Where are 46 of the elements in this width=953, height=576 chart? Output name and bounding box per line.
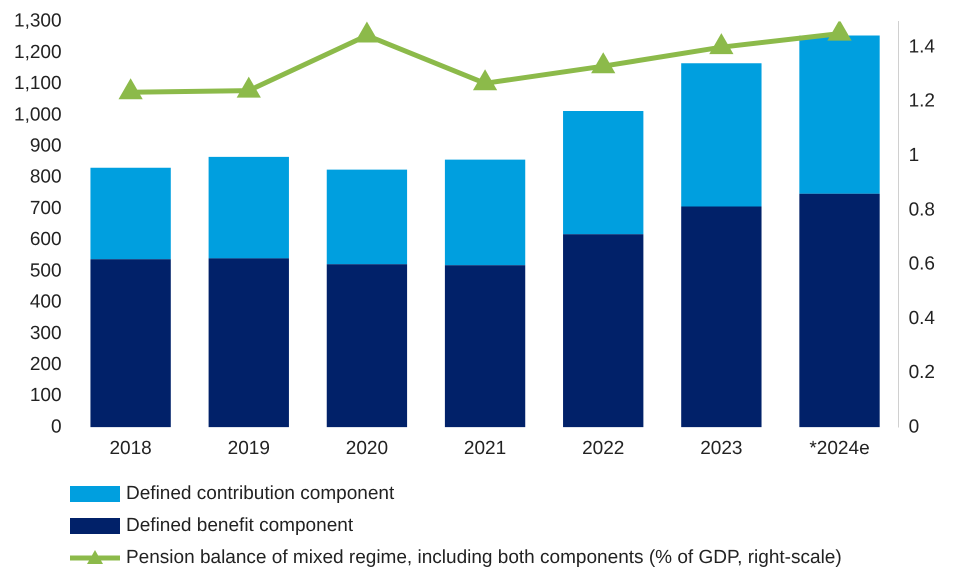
y-tick-label: 800	[30, 166, 62, 188]
y-tick-label: 100	[30, 385, 62, 406]
y2-tick-label: 1.4	[908, 36, 936, 58]
legend-label: Pension balance of mixed regime, including both components (% of GDP, right-scale)	[126, 547, 842, 569]
x-tick-label: 2019	[228, 438, 270, 459]
legend-label: Defined benefit component	[126, 515, 354, 537]
y-tick-label: 500	[30, 260, 62, 282]
bar	[681, 206, 762, 428]
y-tick-label: 900	[30, 135, 62, 156]
bar	[681, 63, 762, 207]
bar	[444, 160, 526, 266]
bar	[90, 259, 171, 428]
y-tick-label: 700	[30, 198, 62, 219]
bar	[799, 194, 880, 428]
legend-label: Defined contribution component	[126, 483, 394, 505]
bar	[90, 168, 171, 260]
bar	[326, 170, 408, 264]
bar	[208, 258, 289, 428]
bar	[326, 264, 408, 428]
y-tick-label: 1,200	[14, 42, 62, 63]
y2-tick-label: 0.8	[908, 199, 936, 220]
y-tick-label: 1,300	[14, 10, 62, 32]
y-tick-label: 1,100	[14, 73, 62, 94]
y-tick-label: 200	[30, 354, 62, 376]
bar	[563, 234, 644, 428]
bar	[799, 35, 880, 194]
y2-tick-label: 0.2	[908, 362, 936, 384]
bar	[444, 265, 526, 428]
x-tick-label: 2021	[464, 438, 506, 459]
y2-tick-label: 0	[908, 416, 920, 438]
y2-tick-label: 0.4	[908, 308, 936, 329]
y-tick-label: 1,000	[14, 104, 62, 126]
y-tick-label: 300	[30, 322, 62, 344]
y2-tick-label: 1.2	[908, 90, 936, 112]
y-tick-label: 600	[30, 229, 62, 250]
y2-tick-label: 1	[908, 144, 920, 166]
bar	[563, 110, 644, 234]
x-tick-label: *2024e	[809, 438, 870, 459]
y2-tick-label: 0.6	[908, 254, 936, 275]
y-tick-label: 400	[30, 292, 62, 313]
x-tick-label: 2020	[346, 438, 388, 459]
y-tick-label: 0	[50, 416, 62, 438]
bar	[208, 156, 289, 258]
x-tick-label: 2022	[582, 438, 624, 459]
x-tick-label: 2018	[109, 438, 152, 459]
x-tick-label: 2023	[700, 438, 743, 459]
